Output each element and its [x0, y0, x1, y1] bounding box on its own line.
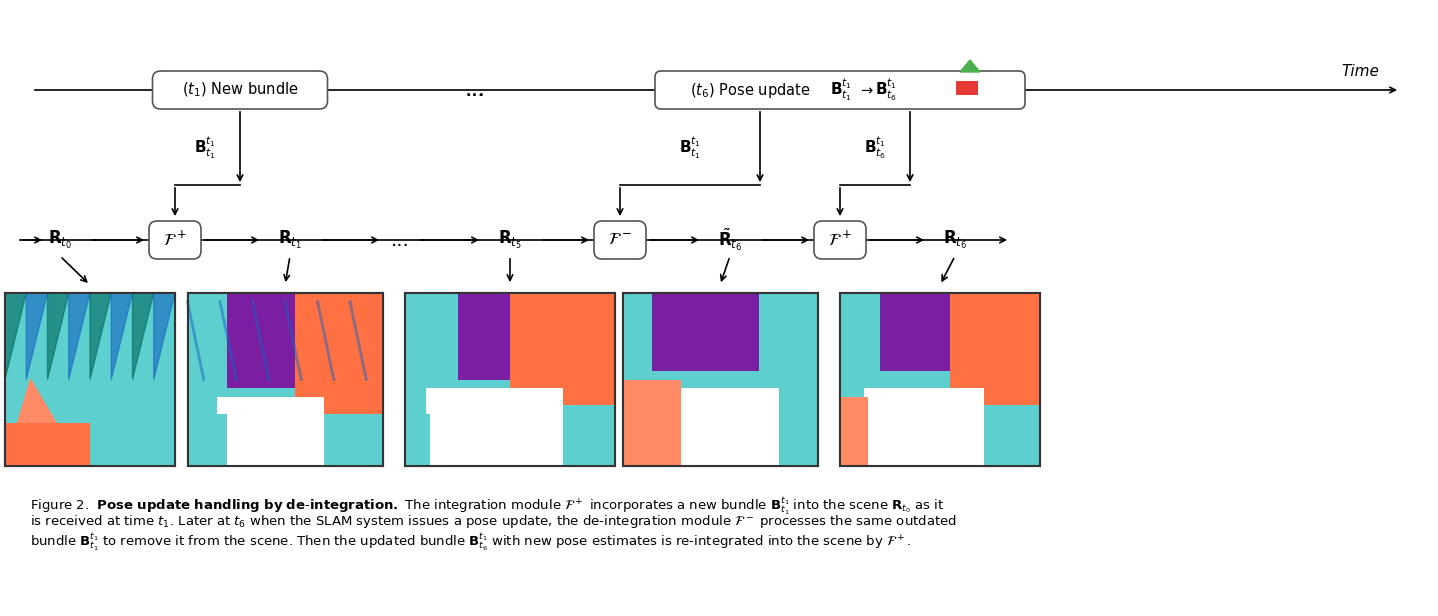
Text: $\mathbf{R}_{t_6}$: $\mathbf{R}_{t_6}$ — [943, 229, 968, 251]
Bar — [457, 293, 521, 379]
Bar — [951, 293, 1040, 405]
Bar — [864, 388, 984, 466]
Bar — [4, 423, 91, 466]
Bar — [295, 293, 383, 414]
Bar — [623, 293, 817, 466]
Bar — [187, 293, 383, 466]
Bar — [623, 379, 682, 466]
Bar — [623, 293, 817, 466]
FancyBboxPatch shape — [654, 71, 1025, 109]
Text: $\mathbf{R}_{t_1}$: $\mathbf{R}_{t_1}$ — [278, 229, 302, 251]
Text: ...: ... — [464, 80, 486, 100]
Polygon shape — [961, 60, 981, 72]
Text: $\to$: $\to$ — [858, 83, 874, 97]
Bar — [187, 293, 383, 466]
Text: ...: ... — [466, 81, 485, 100]
Text: Figure 2.  $\bf{Pose\ update\ handling\ by\ de\text{-}integration.}$ The integra: Figure 2. $\bf{Pose\ update\ handling\ b… — [30, 495, 945, 517]
Bar — [682, 388, 778, 466]
Polygon shape — [26, 293, 47, 379]
Text: Time: Time — [1342, 65, 1379, 79]
FancyBboxPatch shape — [152, 71, 328, 109]
Bar — [840, 293, 1040, 466]
Bar — [651, 293, 759, 371]
Text: $\tilde{\mathbf{R}}_{t_6}$: $\tilde{\mathbf{R}}_{t_6}$ — [718, 227, 742, 253]
Bar — [217, 397, 324, 466]
Text: $(t_1)$ New bundle: $(t_1)$ New bundle — [181, 81, 298, 99]
Text: $\mathcal{F}^+$: $\mathcal{F}^+$ — [162, 230, 187, 249]
Bar — [406, 293, 615, 466]
Bar — [880, 293, 981, 371]
FancyBboxPatch shape — [594, 221, 646, 259]
Text: $\mathbf{R}_{t_5}$: $\mathbf{R}_{t_5}$ — [498, 229, 522, 251]
Polygon shape — [69, 293, 91, 379]
FancyBboxPatch shape — [956, 81, 978, 95]
Text: $\mathbf{B}^{t_1}_{t_6}$: $\mathbf{B}^{t_1}_{t_6}$ — [874, 77, 897, 103]
Bar — [187, 293, 383, 466]
FancyBboxPatch shape — [150, 221, 201, 259]
Polygon shape — [111, 293, 132, 379]
Bar — [187, 414, 227, 466]
Text: $\mathcal{F}^-$: $\mathcal{F}^-$ — [608, 231, 631, 249]
FancyBboxPatch shape — [814, 221, 866, 259]
Text: bundle $\mathbf{B}^{t_1}_{t_1}$ to remove it from the scene. Then the updated bu: bundle $\mathbf{B}^{t_1}_{t_1}$ to remov… — [30, 531, 912, 553]
Text: $\mathbf{B}^{t_1}_{t_1}$: $\mathbf{B}^{t_1}_{t_1}$ — [194, 135, 216, 161]
Bar — [623, 293, 817, 466]
Polygon shape — [4, 293, 26, 379]
Text: $\mathbf{R}_{t_0}$: $\mathbf{R}_{t_0}$ — [47, 229, 72, 251]
Polygon shape — [47, 293, 69, 379]
Bar — [510, 293, 615, 405]
Bar — [4, 293, 175, 466]
Text: $\mathbf{B}^{t_1}_{t_1}$: $\mathbf{B}^{t_1}_{t_1}$ — [679, 135, 700, 161]
Bar — [426, 388, 562, 466]
Text: $\mathbf{B}^{t_1}_{t_1}$: $\mathbf{B}^{t_1}_{t_1}$ — [830, 77, 851, 103]
Bar — [4, 293, 175, 466]
Polygon shape — [91, 293, 111, 379]
Polygon shape — [154, 293, 175, 379]
Text: $\mathcal{F}^+$: $\mathcal{F}^+$ — [828, 230, 851, 249]
Bar — [840, 293, 1040, 466]
Bar — [406, 293, 615, 466]
Polygon shape — [4, 379, 82, 466]
Bar — [4, 293, 175, 466]
Bar — [840, 397, 869, 466]
Bar — [227, 293, 324, 388]
Text: $\mathbf{B}^{t_1}_{t_6}$: $\mathbf{B}^{t_1}_{t_6}$ — [864, 135, 886, 161]
Text: is received at time $t_1$. Later at $t_6$ when the SLAM system issues a pose upd: is received at time $t_1$. Later at $t_6… — [30, 513, 956, 530]
Bar — [406, 293, 615, 466]
Text: $(t_6)$ Pose update: $(t_6)$ Pose update — [690, 81, 815, 100]
Polygon shape — [132, 293, 154, 379]
Bar — [840, 293, 1040, 466]
Text: ...: ... — [391, 230, 410, 249]
Bar — [406, 414, 430, 466]
